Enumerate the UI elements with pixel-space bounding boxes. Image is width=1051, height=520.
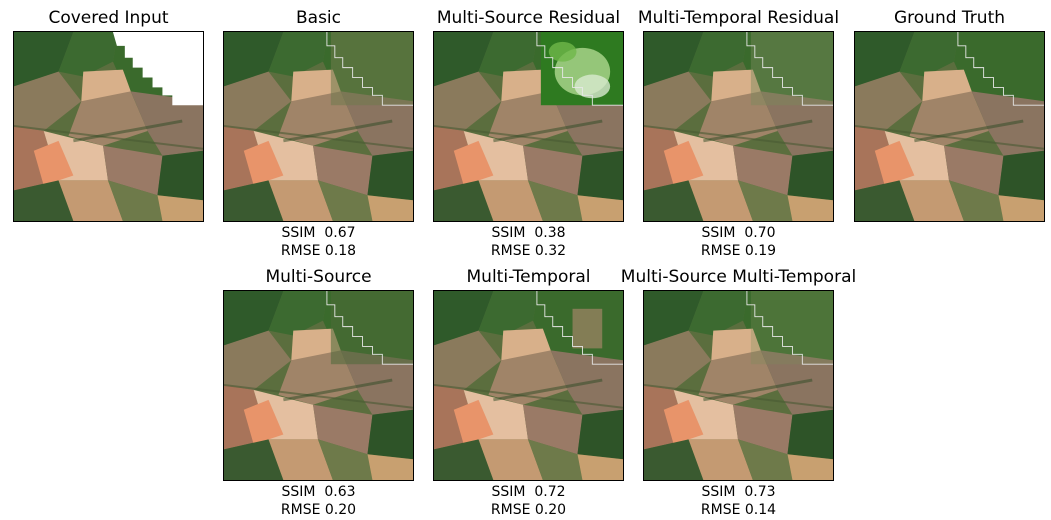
ssim-label: SSIM 0.67 [281, 225, 356, 241]
panel-title: Multi-Source Multi-Temporal [620, 267, 857, 287]
rmse-label: RMSE 0.19 [700, 243, 777, 259]
satellite-image-multi-temporal-residual [643, 31, 834, 222]
panel-basic: Basic SSIM 0.67 RMSE 0.18 [223, 8, 414, 259]
rmse-label: RMSE 0.14 [700, 502, 777, 518]
panel-multi-source-multi-temporal: Multi-Source Multi-Temporal SSIM 0.73 RM… [621, 267, 856, 518]
rmse-label: RMSE 0.32 [490, 243, 567, 259]
satellite-image-multi-source [223, 290, 414, 481]
panel-multi-source: Multi-Source SSIM 0.63 RMSE 0.20 [223, 267, 414, 518]
ssim-label: SSIM 0.70 [701, 225, 776, 241]
ssim-label: SSIM 0.63 [281, 484, 356, 500]
panel-multi-temporal-residual: Multi-Temporal Residual SSIM 0.70 RMSE 0… [638, 8, 839, 259]
ssim-label: SSIM 0.38 [491, 225, 566, 241]
rmse-label: RMSE 0.18 [280, 243, 357, 259]
panel-title: Multi-Source Residual [436, 8, 621, 28]
panel-title: Multi-Source [265, 267, 372, 287]
panel-title: Ground Truth [893, 8, 1006, 28]
panel-multi-temporal: Multi-Temporal SSIM 0.72 RMSE 0.20 [433, 267, 624, 518]
panel-title: Multi-Temporal [466, 267, 591, 287]
satellite-image-ground-truth [854, 31, 1045, 222]
panel-covered-input: Covered Input [13, 8, 204, 222]
satellite-image-basic [223, 31, 414, 222]
panel-title: Basic [295, 8, 342, 28]
satellite-image-multi-source-multi-temporal [643, 290, 834, 481]
satellite-image-multi-temporal [433, 290, 624, 481]
panel-title: Multi-Temporal Residual [637, 8, 840, 28]
rmse-label: RMSE 0.20 [280, 502, 357, 518]
satellite-image-multi-source-residual [433, 31, 624, 222]
panel-title: Covered Input [48, 8, 169, 28]
panel-ground-truth: Ground Truth [854, 8, 1045, 222]
ssim-label: SSIM 0.72 [491, 484, 566, 500]
ssim-label: SSIM 0.73 [701, 484, 776, 500]
panel-multi-source-residual: Multi-Source Residual SSIM 0.38 RMSE 0.3… [433, 8, 624, 259]
satellite-image-covered-input [13, 31, 204, 222]
rmse-label: RMSE 0.20 [490, 502, 567, 518]
